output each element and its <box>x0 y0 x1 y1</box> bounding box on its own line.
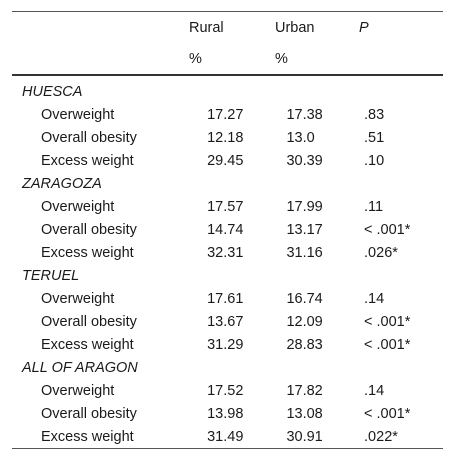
header-p-unit-blank <box>359 43 443 74</box>
data-table-container: Rural Urban P % % HUESCA Overweight 17.27 1… <box>12 11 443 449</box>
urban-value: 30.91 <box>286 428 323 445</box>
header-units-row: % % <box>12 43 443 74</box>
p-value: .026* <box>364 244 398 261</box>
urban-value: 17.38 <box>286 106 323 123</box>
urban-value: 30.39 <box>286 152 323 169</box>
p-value: .83 <box>364 106 385 123</box>
table-top-rule <box>12 11 443 12</box>
urban-value: 13.08 <box>286 405 323 422</box>
group-header-row: ZARAGOZA <box>12 172 443 195</box>
rural-value: 17.57 <box>207 198 244 215</box>
row-label: Overall obesity <box>41 221 137 238</box>
urban-value: 13.17 <box>286 221 323 238</box>
table-row: Overweight 17.52 17.82 .14 <box>12 379 443 402</box>
p-value: .022* <box>364 428 398 445</box>
row-label: Overweight <box>41 106 115 123</box>
p-value: .51 <box>364 129 385 146</box>
p-value: < .001* <box>364 405 411 422</box>
row-label: Excess weight <box>41 244 134 261</box>
header-divider-rule <box>12 74 443 76</box>
group-header-row: TERUEL <box>12 264 443 287</box>
p-value: < .001* <box>364 336 411 353</box>
rural-value: 13.98 <box>207 405 244 422</box>
urban-value: 12.09 <box>286 313 323 330</box>
rural-value: 17.61 <box>207 290 244 307</box>
header-units-blank-cell <box>12 43 189 74</box>
p-value: < .001* <box>364 221 411 238</box>
p-value: < .001* <box>364 313 411 330</box>
p-value: .14 <box>364 382 385 399</box>
table-row: Excess weight 32.31 31.16 .026* <box>12 241 443 264</box>
rural-value: 13.67 <box>207 313 244 330</box>
data-table: Rural Urban P % % <box>12 12 443 74</box>
urban-value: 13.0 <box>286 129 315 146</box>
rural-value: 31.49 <box>207 428 244 445</box>
header-row: Rural Urban P <box>12 12 443 43</box>
row-label: Excess weight <box>41 152 134 169</box>
rural-value: 32.31 <box>207 244 244 261</box>
p-value: .10 <box>364 152 385 169</box>
row-label: Overweight <box>41 382 115 399</box>
group-name: ALL OF ARAGON <box>22 359 138 376</box>
table-row: Excess weight 29.45 30.39 .10 <box>12 149 443 172</box>
table-row: Overall obesity 13.67 12.09 < .001* <box>12 310 443 333</box>
header-rural: Rural <box>189 19 224 36</box>
table-row: Overweight 17.57 17.99 .11 <box>12 195 443 218</box>
urban-value: 17.82 <box>286 382 323 399</box>
table-row: Overweight 17.27 17.38 .83 <box>12 103 443 126</box>
row-label: Overweight <box>41 290 115 307</box>
group-name: ZARAGOZA <box>22 175 102 192</box>
rural-value: 17.27 <box>207 106 244 123</box>
table-row: Overweight 17.61 16.74 .14 <box>12 287 443 310</box>
table-row: Overall obesity 14.74 13.17 < .001* <box>12 218 443 241</box>
row-label: Excess weight <box>41 336 134 353</box>
urban-value: 17.99 <box>286 198 323 215</box>
table-row: Excess weight 31.49 30.91 .022* <box>12 425 443 448</box>
header-urban-unit: % <box>275 50 288 67</box>
group-name: TERUEL <box>22 267 80 284</box>
row-label: Overweight <box>41 198 115 215</box>
p-value: .11 <box>364 198 384 215</box>
table-row: Excess weight 31.29 28.83 < .001* <box>12 333 443 356</box>
group-name: HUESCA <box>22 83 83 100</box>
data-table-body: HUESCA Overweight 17.27 17.38 .83 Overall obe… <box>12 76 443 448</box>
rural-value: 17.52 <box>207 382 244 399</box>
rural-value: 12.18 <box>207 129 244 146</box>
table-row: Overall obesity 13.98 13.08 < .001* <box>12 402 443 425</box>
header-blank-cell <box>12 12 189 43</box>
header-p: P <box>359 19 369 36</box>
rural-value: 31.29 <box>207 336 244 353</box>
header-rural-unit: % <box>189 50 202 67</box>
urban-value: 16.74 <box>286 290 323 307</box>
urban-value: 28.83 <box>286 336 323 353</box>
group-header-row: ALL OF ARAGON <box>12 356 443 379</box>
row-label: Overall obesity <box>41 405 137 422</box>
table-bottom-rule <box>12 448 443 449</box>
row-label: Overall obesity <box>41 129 137 146</box>
row-label: Excess weight <box>41 428 134 445</box>
row-label: Overall obesity <box>41 313 137 330</box>
table-row: Overall obesity 12.18 13.0 .51 <box>12 126 443 149</box>
p-value: .14 <box>364 290 385 307</box>
urban-value: 31.16 <box>286 244 323 261</box>
rural-value: 14.74 <box>207 221 244 238</box>
table-body: HUESCA Overweight 17.27 17.38 .83 Overall obe… <box>12 76 443 448</box>
header-urban: Urban <box>275 19 315 36</box>
group-header-row: HUESCA <box>12 80 443 103</box>
rural-value: 29.45 <box>207 152 244 169</box>
